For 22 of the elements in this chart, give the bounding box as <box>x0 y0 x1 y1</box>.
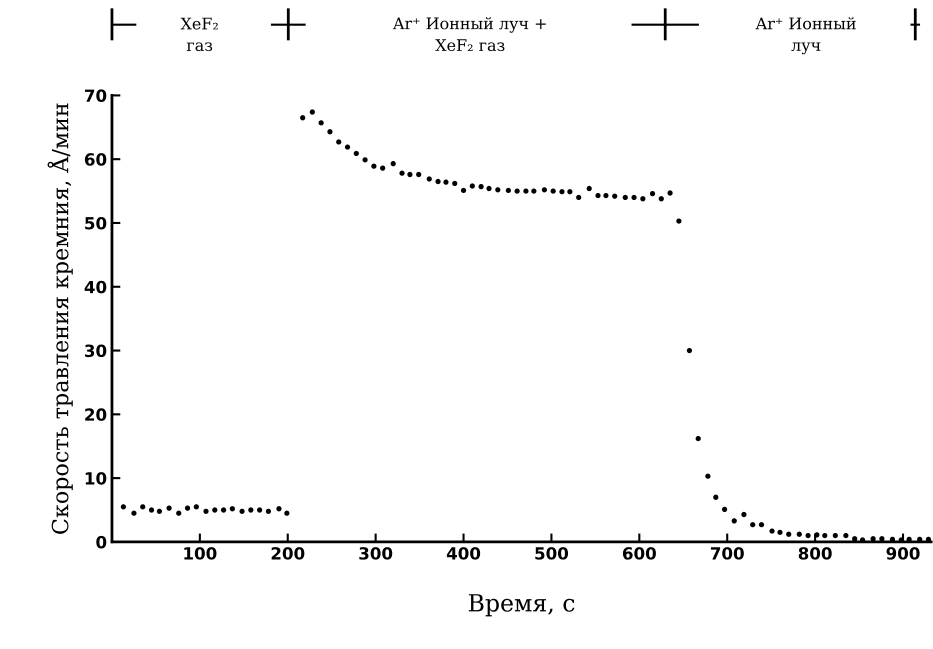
x-tick-label: 600 <box>622 547 656 560</box>
y-tick-label: 70 <box>85 89 106 102</box>
text: XeF₂ газ <box>180 18 218 52</box>
y-tick-label: 60 <box>84 153 106 166</box>
y-axis-title: Скорость травления кремния, Å/мин <box>48 103 73 534</box>
x-tick-label: 800 <box>798 547 832 560</box>
text: Ar⁺ Ионный луч <box>756 17 856 54</box>
y-tick-label: 0 <box>96 536 106 548</box>
x-tick-label: 900 <box>886 547 920 560</box>
x-tick-label: 300 <box>359 547 392 560</box>
text: Ar⁺ Ионный луч + XeF₂ газ <box>392 17 546 52</box>
y-tick-label: 30 <box>85 344 106 358</box>
y-tick-label: 20 <box>85 408 106 421</box>
x-tick-label: 500 <box>535 547 568 560</box>
x-tick-label: 200 <box>272 547 304 560</box>
y-tick-label: 10 <box>86 472 106 485</box>
x-tick-label: 100 <box>184 547 216 560</box>
x-tick-label: 700 <box>710 547 744 560</box>
y-tick-label: 50 <box>85 216 106 230</box>
y-tick-label: 40 <box>84 280 106 294</box>
x-axis-title: Время, с <box>468 594 574 616</box>
x-tick-label: 400 <box>446 547 480 560</box>
